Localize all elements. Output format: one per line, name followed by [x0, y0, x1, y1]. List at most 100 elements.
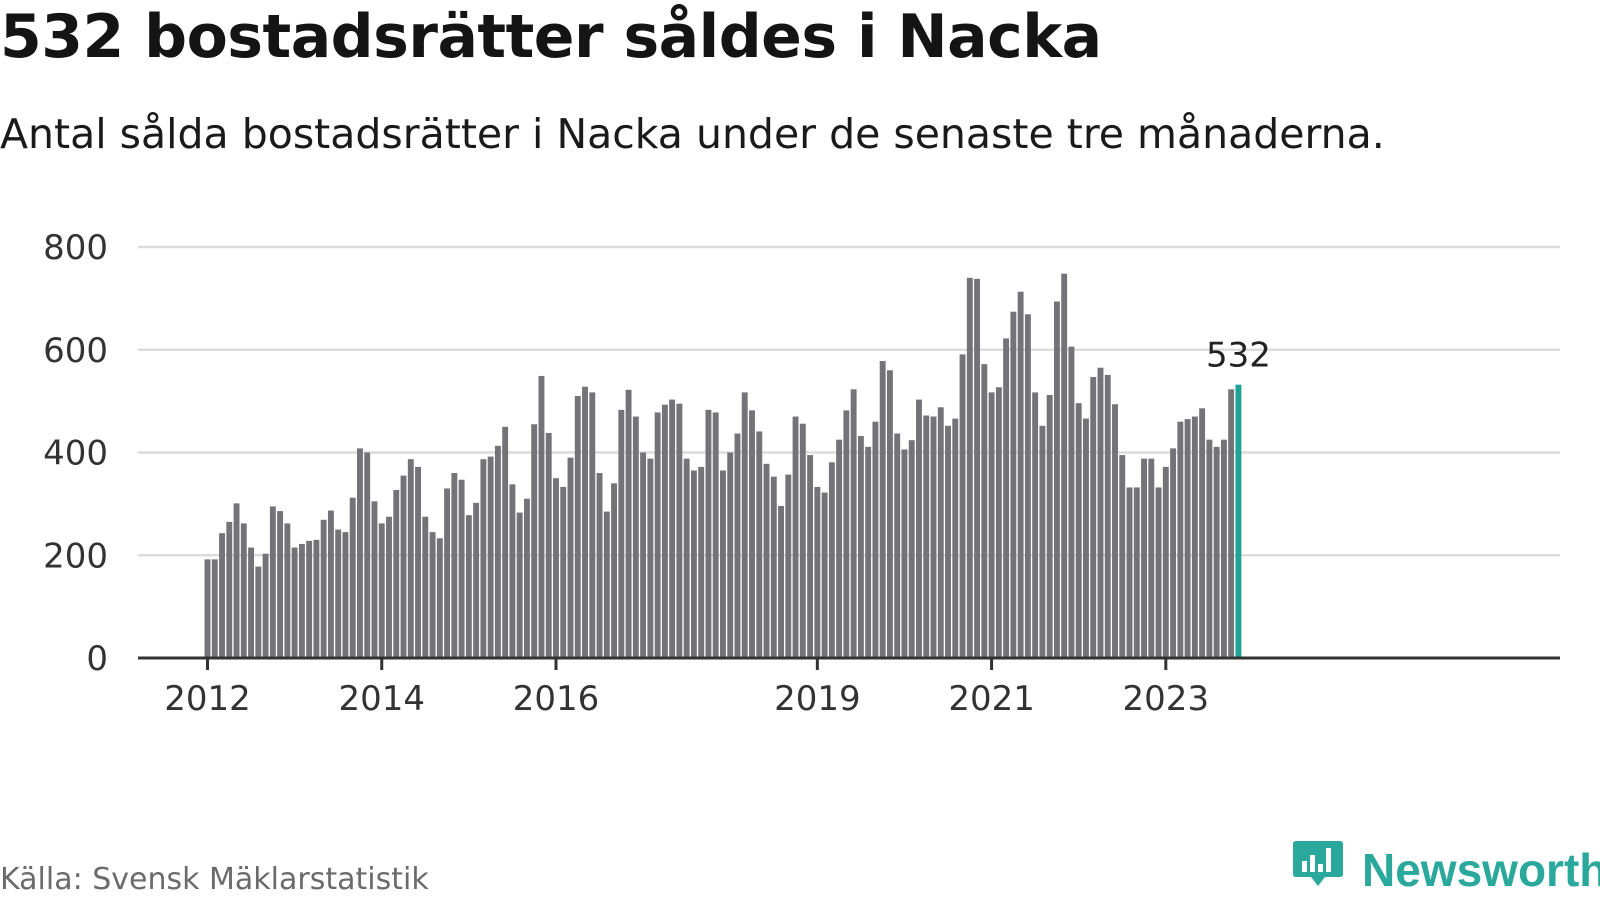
bar: [618, 409, 625, 658]
bar: [749, 410, 755, 658]
bar: [400, 475, 407, 658]
bar: [785, 474, 792, 658]
bar: [451, 473, 458, 658]
x-tick-label: 2014: [338, 679, 425, 719]
bar: [1010, 311, 1017, 658]
bar: [799, 423, 806, 658]
bar: [683, 458, 690, 658]
bar: [269, 506, 276, 658]
bar: [1170, 448, 1177, 658]
x-tick-label: 2023: [1123, 679, 1210, 719]
bar: [1141, 458, 1147, 658]
bar: [981, 364, 988, 658]
bar: [850, 389, 857, 658]
bar: [1177, 421, 1184, 658]
y-tick-label: 800: [43, 228, 108, 268]
bar: [211, 559, 218, 658]
bar: [1119, 455, 1126, 658]
bar: [1162, 466, 1169, 658]
bar: [690, 470, 697, 658]
bar: [1112, 404, 1118, 658]
bar: [1046, 394, 1053, 658]
chart-title: 532 bostadsrätter såldes i Nacka: [0, 2, 1102, 72]
axes: [138, 656, 1560, 670]
x-tick-label: 2016: [513, 679, 600, 719]
bar: [240, 523, 247, 658]
chart-subtitle: Antal sålda bostadsrätter i Nacka under …: [0, 110, 1385, 158]
bar: [407, 459, 414, 658]
bar: [1199, 408, 1206, 658]
bar: [1068, 346, 1075, 658]
bar: [219, 533, 225, 658]
bar: [988, 392, 995, 658]
bar: [487, 456, 494, 658]
bar: [1097, 367, 1104, 658]
bar: [901, 449, 908, 658]
bar: [371, 501, 378, 658]
bar: [349, 497, 356, 658]
bar: [1126, 487, 1133, 658]
bar: [545, 432, 552, 658]
bar: [640, 452, 647, 658]
bar: [523, 498, 530, 658]
highlight-value-label: 532: [1206, 336, 1271, 376]
bar: [995, 387, 1002, 658]
y-tick-label: 200: [43, 536, 108, 576]
bar: [908, 440, 915, 658]
bar: [770, 476, 777, 658]
bar: [248, 547, 255, 658]
bar: [857, 436, 864, 658]
bar: [357, 448, 363, 658]
bar: [538, 375, 545, 658]
bar: [698, 466, 705, 658]
x-tick-label: 2019: [774, 679, 861, 719]
bar: [516, 512, 523, 658]
bar: [298, 543, 305, 658]
bar: [553, 478, 559, 658]
x-tick-label: 2021: [948, 679, 1035, 719]
bar: [843, 410, 850, 658]
bar: [1017, 291, 1024, 658]
bar: [611, 483, 618, 658]
bar: [959, 354, 966, 658]
bar: [756, 431, 763, 658]
bar: [378, 523, 385, 658]
bar: [1061, 273, 1068, 658]
bar: [632, 416, 639, 658]
bar: [313, 539, 320, 658]
bar: [894, 433, 901, 658]
bar: [1148, 458, 1155, 658]
bar: [502, 426, 509, 658]
bar: [393, 490, 400, 658]
bar: [712, 412, 719, 658]
bar: [865, 446, 872, 658]
tick-labels: 0 200 400 600 800 532 2012 2014 2016 2019 2021 2023: [43, 228, 1271, 719]
bar: [807, 455, 814, 658]
bar: [1133, 487, 1140, 658]
bar: [836, 439, 843, 658]
bar: [1090, 376, 1097, 658]
bar: [589, 392, 596, 658]
bar: [204, 559, 211, 658]
bar: [727, 452, 734, 658]
bar: [1032, 392, 1039, 658]
bar: [705, 409, 712, 658]
bar: [661, 404, 668, 658]
bar: [821, 492, 828, 658]
bar: [415, 466, 421, 658]
bar: [364, 452, 371, 658]
bar: [509, 484, 516, 658]
bar: [676, 403, 683, 658]
bar: [923, 415, 930, 658]
bar: [1083, 418, 1089, 658]
bar: [1003, 338, 1010, 658]
bar: [327, 510, 334, 658]
bar-highlight: [1235, 384, 1242, 658]
bar: [444, 488, 451, 658]
bar: [1155, 487, 1162, 658]
bar: [1053, 301, 1060, 658]
bar: [422, 516, 429, 658]
bar: [720, 470, 726, 658]
bar: [828, 462, 835, 658]
bar: [792, 416, 799, 658]
